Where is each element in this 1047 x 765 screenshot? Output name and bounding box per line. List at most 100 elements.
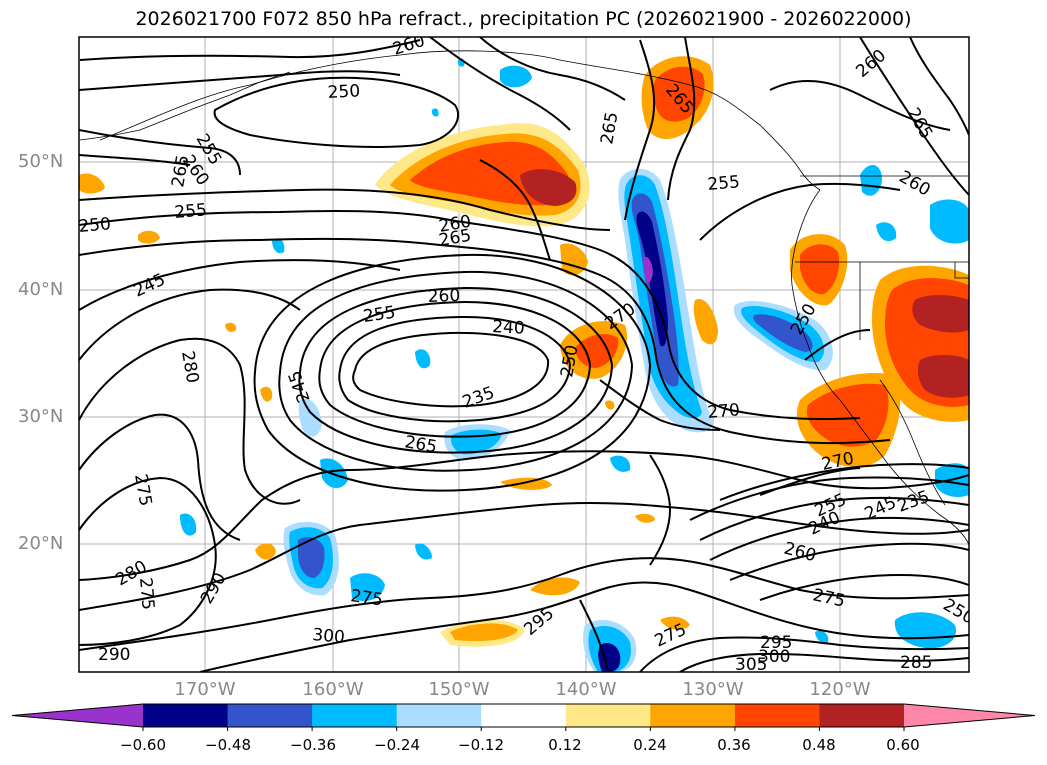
- contour-line: [429, 37, 571, 131]
- precip-positive-area: [806, 383, 889, 447]
- colorbar-extend-low: [12, 704, 143, 727]
- precip-positive-area: [260, 386, 273, 402]
- contour-line: [79, 413, 241, 541]
- precip-negative-area: [876, 222, 897, 242]
- colorbar-segment: [143, 704, 229, 727]
- contour-line: [639, 636, 969, 672]
- map-frame: [78, 36, 970, 673]
- precip-negative-area: [753, 314, 813, 352]
- contour-line: [79, 154, 191, 166]
- lon-label-140w: 140°W: [555, 679, 617, 700]
- precip-positive-area: [255, 543, 276, 560]
- contour-line: [79, 557, 969, 651]
- lon-label-150w: 150°W: [428, 679, 490, 700]
- lat-label-50n: 50°N: [18, 151, 64, 172]
- contour-line: [338, 315, 572, 423]
- contour-line: [253, 253, 652, 492]
- precip-negative-area: [415, 543, 432, 560]
- precip-positive-area: [912, 295, 969, 333]
- lat-label-20n: 20°N: [18, 533, 64, 554]
- contour-line: [479, 37, 626, 101]
- contour-line: [318, 300, 592, 438]
- precip-positive-area: [800, 244, 840, 295]
- colorbar-tick-label: −0.36: [290, 736, 336, 754]
- aleutian-islands: [79, 71, 291, 141]
- contour-line: [479, 159, 551, 261]
- contour-line: [624, 39, 656, 221]
- colorbar: [11, 703, 1036, 731]
- precip-positive-area: [225, 322, 237, 333]
- contour-line: [79, 209, 861, 421]
- contour-label: 275: [135, 577, 158, 611]
- contour-line: [199, 581, 969, 672]
- contour-label: 250: [327, 81, 360, 103]
- colorbar-tick-label: 0.60: [886, 736, 920, 754]
- contour-line: [667, 37, 696, 201]
- precip-positive-area: [917, 355, 969, 398]
- colorbar-tick-label: 0.24: [633, 736, 667, 754]
- contour-label: 260: [427, 286, 460, 307]
- contour-line: [769, 79, 951, 131]
- precip-negative-area: [643, 256, 653, 283]
- contour-line: [709, 516, 969, 561]
- precip-negative-area: [298, 398, 322, 437]
- precip-positive-area: [138, 230, 160, 244]
- contour-label: 300: [758, 647, 790, 667]
- precip-positive-area: [500, 477, 552, 490]
- contour-line: [679, 652, 969, 672]
- precip-negative-area: [610, 455, 631, 472]
- precip-positive-area: [520, 169, 577, 206]
- precip-negative-area: [598, 643, 621, 672]
- contour-label: 255: [362, 303, 397, 327]
- precip-negative-area: [350, 573, 385, 602]
- colorbar-tick-label: −0.60: [120, 736, 166, 754]
- contour-line: [79, 70, 401, 91]
- precip-negative-area: [930, 199, 969, 244]
- colorbar-tick-label: 0.12: [548, 736, 582, 754]
- contour-line: [649, 454, 672, 566]
- contour-line: [79, 337, 301, 505]
- contour-lines: [79, 37, 969, 672]
- coastlines: [79, 50, 969, 546]
- lon-label-160w: 160°W: [302, 679, 364, 700]
- contour-line: [79, 237, 891, 445]
- contour-label: 295: [760, 633, 792, 653]
- precip-negative-area: [500, 65, 532, 88]
- contour-label: 275: [349, 586, 384, 610]
- contour-line: [599, 379, 721, 431]
- lat-label-30n: 30°N: [18, 406, 64, 427]
- contour-line: [759, 467, 861, 496]
- precip-negative-area: [894, 612, 956, 649]
- contour-line: [79, 288, 301, 361]
- lon-label-130w: 130°W: [682, 679, 744, 700]
- contour-line: [79, 501, 969, 611]
- contour-line: [213, 76, 460, 148]
- colorbar-segment: [481, 704, 567, 727]
- lat-label-40n: 40°N: [18, 279, 64, 300]
- colorbar-tick-label: 0.36: [717, 736, 751, 754]
- precip-positive-area: [575, 334, 619, 368]
- precip-positive-area: [660, 616, 690, 630]
- contour-line: [804, 329, 871, 361]
- contour-label: 270: [707, 400, 741, 423]
- contour-line: [298, 286, 614, 454]
- precip-negative-area: [272, 238, 285, 254]
- precip-positive-area: [450, 623, 518, 642]
- baja-coast: [879, 379, 946, 506]
- contour-line: [689, 476, 969, 521]
- contour-line: [859, 37, 969, 196]
- contour-line: [79, 39, 421, 61]
- precip-negative-area: [415, 349, 431, 369]
- lon-label-170w: 170°W: [174, 679, 236, 700]
- colorbar-tick-label: 0.48: [802, 736, 836, 754]
- colorbar-extend-high: [904, 704, 1035, 727]
- colorbar-segment: [396, 704, 482, 727]
- contour-label: 240: [492, 317, 525, 339]
- map-panel: 260 250 255 260 265 255 250 245 260 265 …: [79, 37, 969, 672]
- contour-line: [79, 129, 241, 176]
- contour-line: [729, 542, 969, 581]
- contour-line: [352, 331, 550, 408]
- precip-negative-area: [860, 164, 882, 196]
- contour-line: [79, 188, 611, 231]
